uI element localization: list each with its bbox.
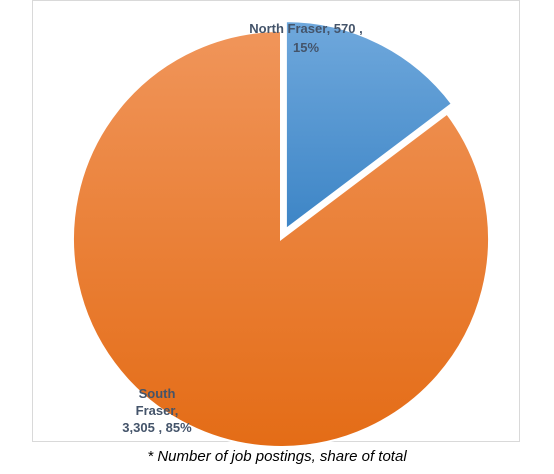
pie-slice-south-fraser	[72, 29, 490, 448]
pie-slice-north-fraser	[284, 20, 454, 232]
chart-footnote: * Number of job postings, share of total	[147, 448, 407, 465]
data-label-south-fraser: South Fraser, 3,305 , 85%	[122, 386, 192, 435]
data-label-north-fraser: North Fraser, 570 , 15%	[249, 21, 362, 55]
